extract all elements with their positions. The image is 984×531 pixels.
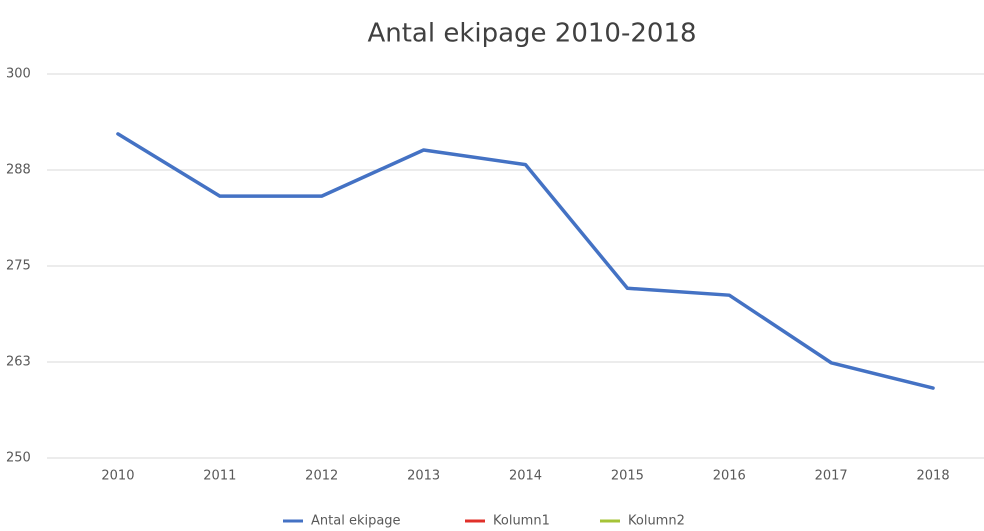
series-line bbox=[116, 132, 935, 390]
legend-label: Kolumn1 bbox=[493, 514, 550, 529]
y-tick-label: 250 bbox=[6, 451, 31, 466]
x-tick-label: 2010 bbox=[101, 469, 134, 484]
chart-title: Antal ekipage 2010-2018 bbox=[367, 19, 696, 49]
legend-label: Kolumn2 bbox=[628, 514, 685, 529]
x-tick-label: 2018 bbox=[917, 469, 950, 484]
y-tick-label: 263 bbox=[6, 355, 31, 370]
x-tick-label: 2013 bbox=[407, 469, 440, 484]
y-tick-label: 288 bbox=[6, 163, 31, 178]
x-tick-label: 2014 bbox=[509, 469, 542, 484]
x-tick-label: 2017 bbox=[815, 469, 848, 484]
y-tick-label: 275 bbox=[6, 259, 31, 274]
x-tick-label: 2012 bbox=[305, 469, 338, 484]
legend-label: Antal ekipage bbox=[311, 514, 401, 529]
y-tick-label: 300 bbox=[6, 67, 31, 82]
x-tick-label: 2016 bbox=[713, 469, 746, 484]
x-tick-label: 2011 bbox=[203, 469, 236, 484]
x-tick-label: 2015 bbox=[611, 469, 644, 484]
